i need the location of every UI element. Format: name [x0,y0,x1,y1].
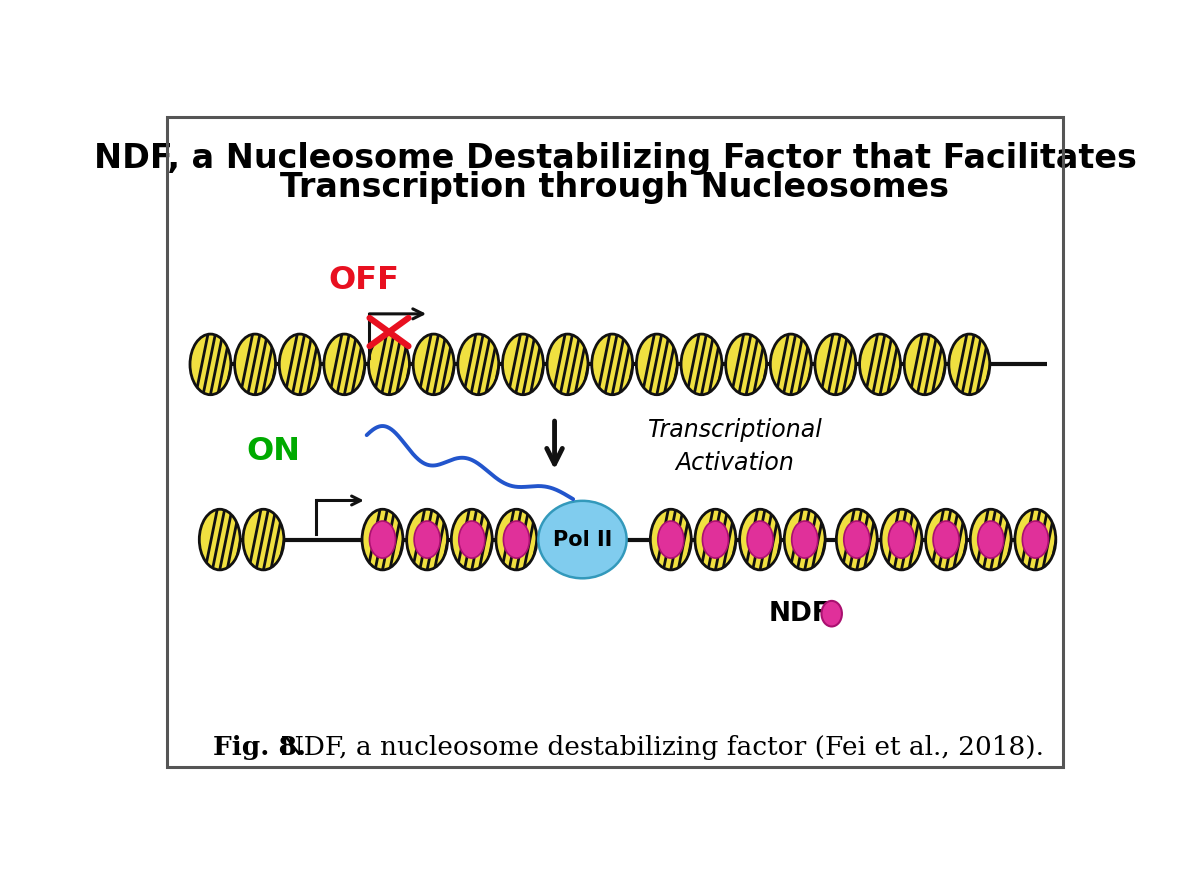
Ellipse shape [844,521,870,558]
Ellipse shape [1022,521,1049,558]
Ellipse shape [682,334,722,395]
Ellipse shape [658,521,684,558]
Ellipse shape [785,509,826,570]
Ellipse shape [636,334,677,395]
Ellipse shape [190,334,230,395]
Text: NDF, a Nucleosome Destabilizing Factor that Facilitates: NDF, a Nucleosome Destabilizing Factor t… [94,143,1136,175]
Ellipse shape [504,521,529,558]
Ellipse shape [695,509,736,570]
Ellipse shape [822,601,842,626]
Ellipse shape [702,521,728,558]
Text: Pol II: Pol II [553,529,612,550]
Ellipse shape [934,521,959,558]
Ellipse shape [370,521,396,558]
Text: Transcriptional
Activation: Transcriptional Activation [648,418,822,475]
Ellipse shape [242,509,284,570]
Ellipse shape [925,509,966,570]
Ellipse shape [949,334,990,395]
Ellipse shape [199,509,240,570]
Ellipse shape [836,509,877,570]
Text: Fig. 8.: Fig. 8. [214,735,306,760]
Ellipse shape [881,509,922,570]
Ellipse shape [815,334,856,395]
Ellipse shape [978,521,1003,558]
Ellipse shape [770,334,811,395]
Ellipse shape [726,334,767,395]
Ellipse shape [280,334,320,395]
Ellipse shape [748,521,773,558]
Text: Transcription through Nucleosomes: Transcription through Nucleosomes [281,171,949,204]
Ellipse shape [503,334,544,395]
Ellipse shape [547,334,588,395]
Ellipse shape [324,334,365,395]
Ellipse shape [539,500,626,578]
Ellipse shape [458,521,485,558]
Ellipse shape [592,334,632,395]
Text: OFF: OFF [329,264,400,296]
Ellipse shape [496,509,536,570]
Text: NDF: NDF [768,600,830,626]
Ellipse shape [650,509,691,570]
Ellipse shape [905,334,946,395]
Ellipse shape [458,334,499,395]
Ellipse shape [859,334,900,395]
Ellipse shape [368,334,409,395]
Ellipse shape [407,509,448,570]
Ellipse shape [362,509,403,570]
Text: ON: ON [247,437,301,467]
Ellipse shape [235,334,276,395]
Ellipse shape [413,334,454,395]
Ellipse shape [971,509,1012,570]
Text: NDF, a nucleosome destabilizing factor (Fei et al., 2018).: NDF, a nucleosome destabilizing factor (… [264,735,1044,760]
Ellipse shape [1015,509,1056,570]
Ellipse shape [792,521,817,558]
Ellipse shape [888,521,914,558]
Ellipse shape [451,509,492,570]
Ellipse shape [739,509,780,570]
Ellipse shape [414,521,440,558]
